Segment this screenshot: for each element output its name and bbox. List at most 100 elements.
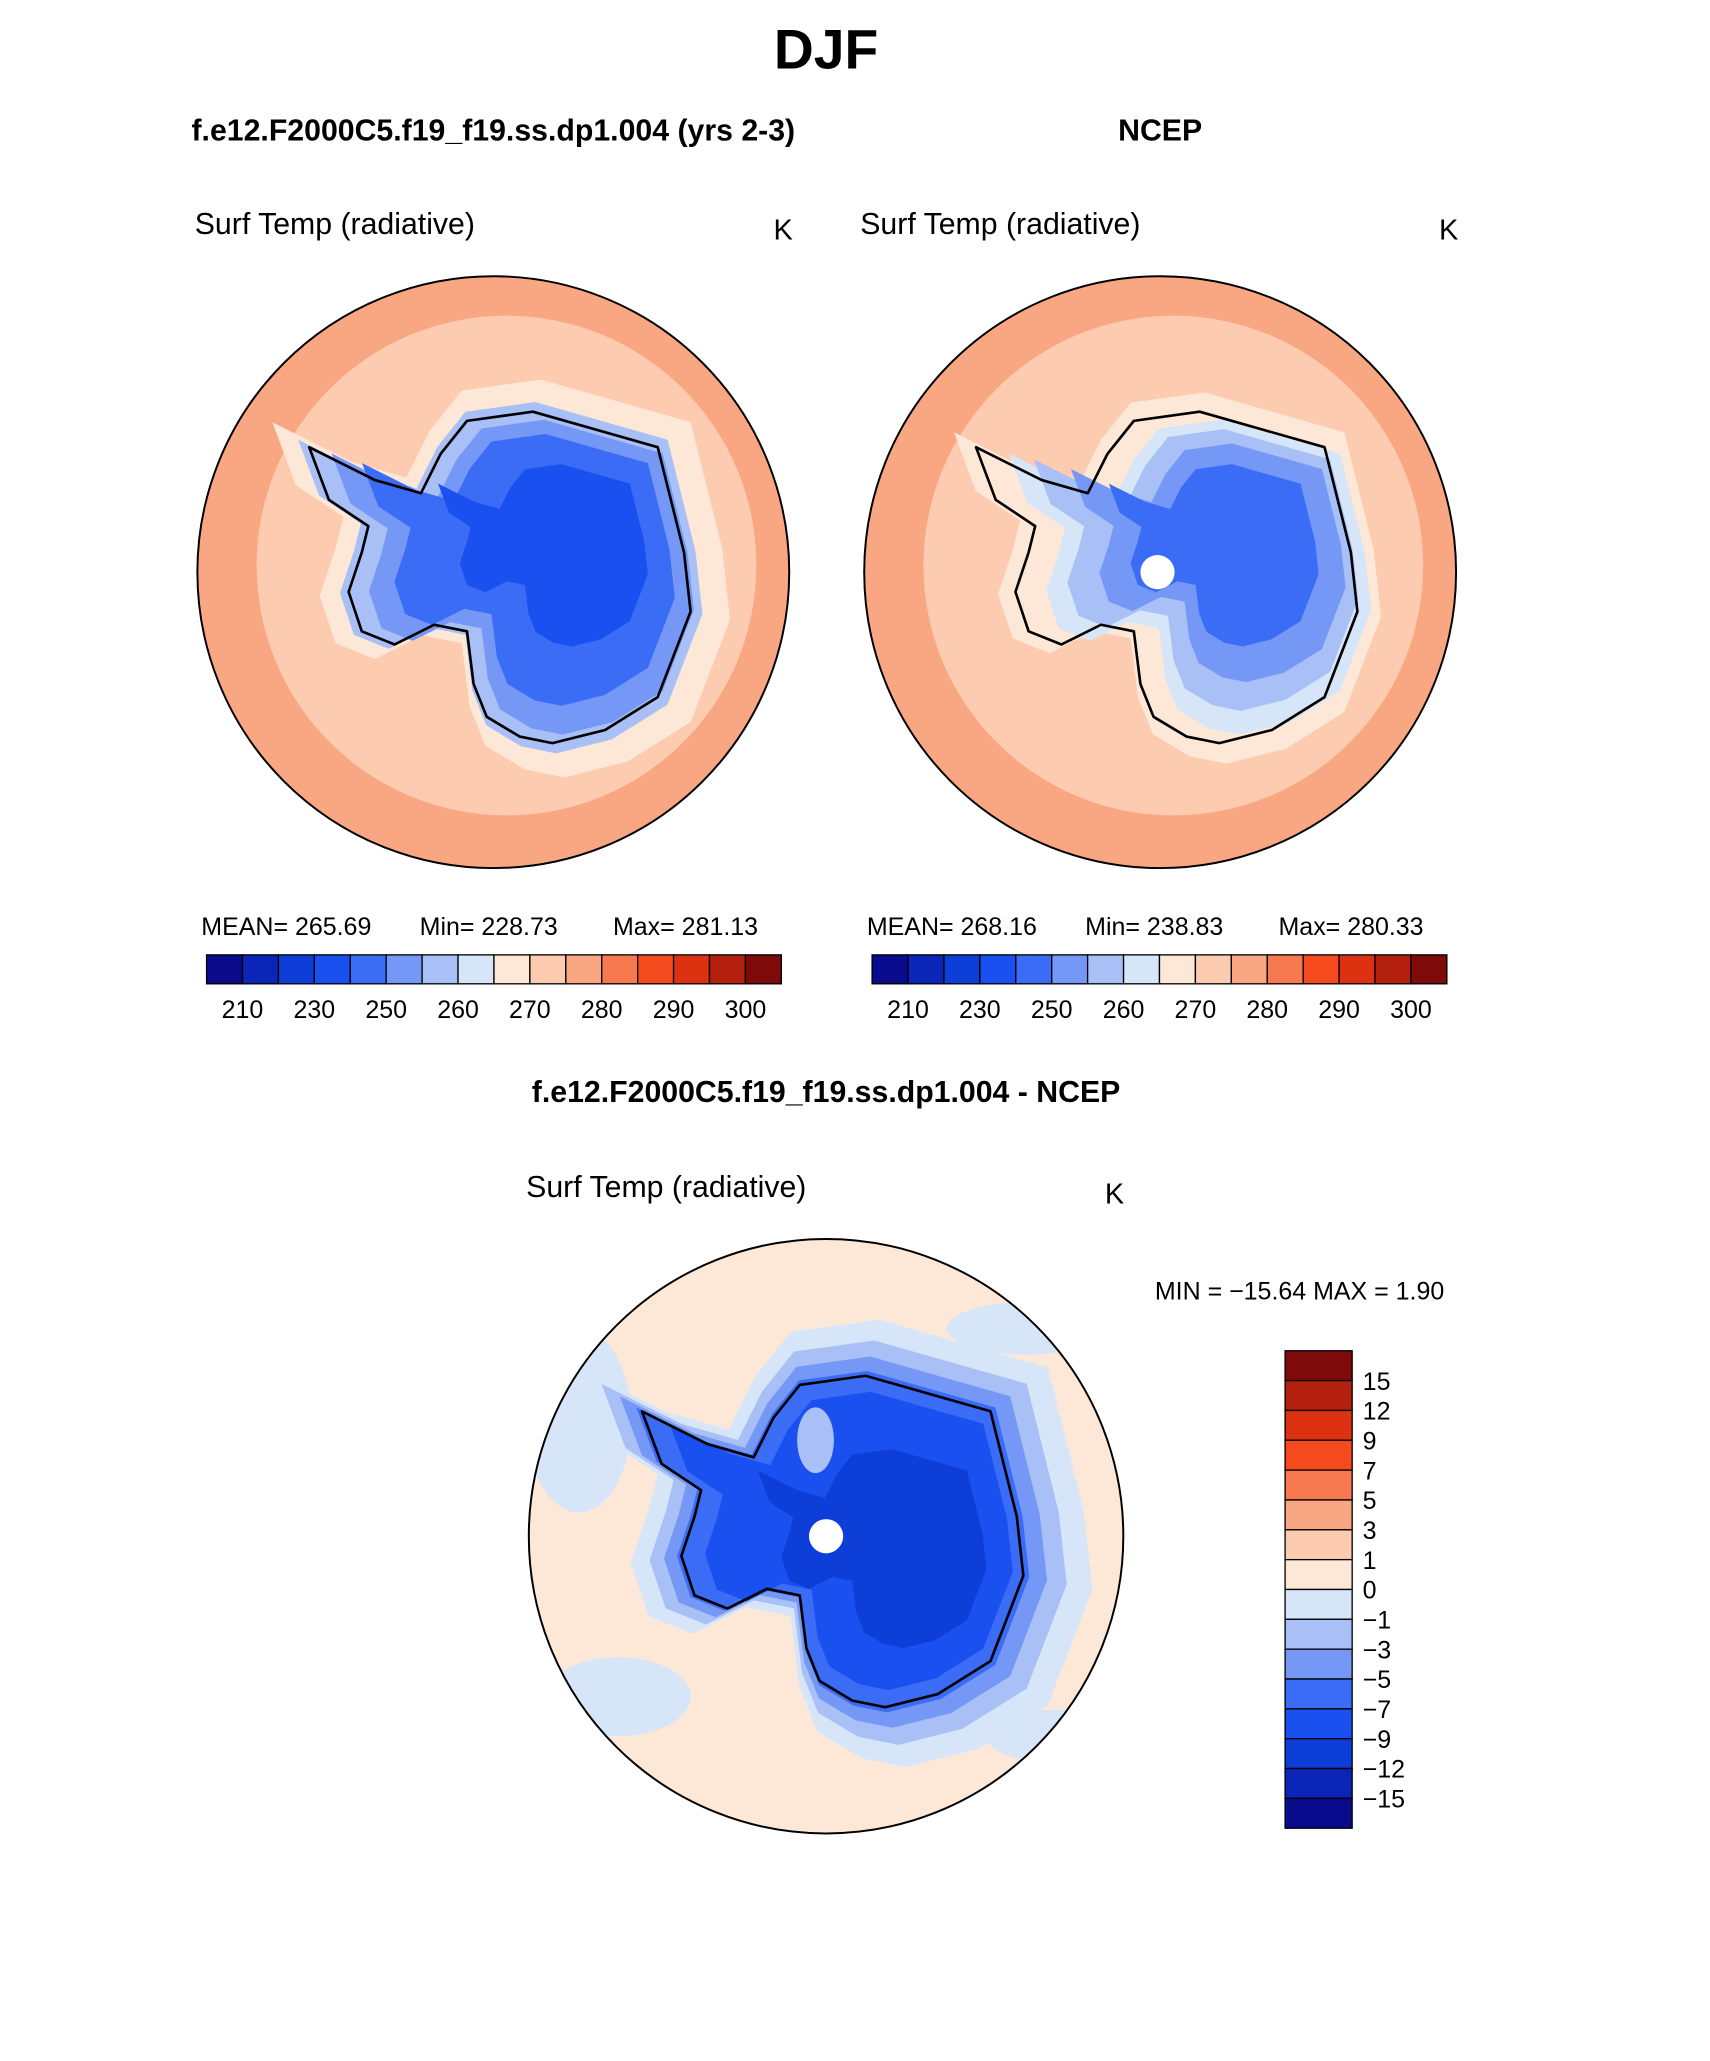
colorbar-box [601, 954, 639, 985]
colorbar-tick-label: 290 [653, 996, 695, 1024]
panel-stat: Max= 280.33 [1279, 913, 1424, 941]
panel-stat: MEAN= 268.16 [867, 913, 1037, 941]
colorbar-box [1194, 954, 1232, 985]
colorbar-box [1284, 1588, 1353, 1620]
colorbar-box [1284, 1648, 1353, 1680]
colorbar-tick-label: 260 [437, 996, 479, 1024]
colorbar-tick-label: −1 [1363, 1607, 1391, 1635]
panel-stat: Min= 228.73 [420, 913, 558, 941]
colorbar-box [1284, 1529, 1353, 1561]
colorbar-tick-label: −12 [1363, 1756, 1405, 1784]
map-border [196, 275, 791, 870]
colorbar-tick-label: 290 [1318, 996, 1360, 1024]
colorbar-box [1284, 1379, 1353, 1412]
map-border [863, 275, 1458, 870]
colorbar-box [205, 954, 244, 985]
colorbar-box [421, 954, 459, 985]
map-border [527, 1237, 1125, 1835]
panel-variable: Surf Temp (radiative) [860, 208, 1140, 241]
colorbar-tick-label: 9 [1363, 1427, 1377, 1455]
colorbar-box [1374, 954, 1412, 985]
panel-units: K [773, 214, 792, 246]
colorbar-box [1410, 954, 1448, 985]
colorbar-box [277, 954, 316, 985]
figure-title: DJF [774, 18, 878, 80]
colorbar-box [1230, 954, 1268, 985]
colorbar-box [1284, 1439, 1353, 1471]
colorbar-tick-label: 280 [581, 996, 623, 1024]
panel-case: f.e12.F2000C5.f19_f19.ss.dp1.004 - NCEP [532, 1076, 1121, 1109]
colorbar-box [744, 954, 783, 985]
colorbar-box [636, 954, 675, 985]
colorbar-tick-label: −15 [1363, 1786, 1405, 1814]
colorbar-tick-label: 3 [1363, 1517, 1377, 1545]
colorbar-box [565, 954, 603, 985]
colorbar-box [1284, 1618, 1353, 1650]
colorbar-box [241, 954, 280, 985]
colorbar-tick-label: −7 [1363, 1696, 1391, 1724]
colorbar-tick-label: 250 [365, 996, 407, 1024]
colorbar-box [1302, 954, 1340, 985]
colorbar-box [672, 954, 711, 985]
panel-case: f.e12.F2000C5.f19_f19.ss.dp1.004 (yrs 2-… [191, 115, 795, 148]
panel-units: K [1439, 214, 1458, 246]
missing-pole [808, 1519, 844, 1554]
colorbar-tick-label: −5 [1363, 1666, 1391, 1694]
colorbar-box [1284, 1558, 1353, 1591]
map [197, 276, 790, 869]
colorbar-tick-label: 1 [1363, 1547, 1377, 1575]
colorbar-tick-label: −9 [1363, 1726, 1391, 1754]
panel-stat: Max= 281.13 [613, 913, 758, 941]
colorbar-box [313, 954, 351, 985]
colorbar-tick-label: 230 [959, 996, 1001, 1024]
colorbar-tick-label: 210 [222, 996, 264, 1024]
colorbar-box [708, 954, 747, 985]
panel-units: K [1105, 1178, 1124, 1210]
colorbar-box [943, 954, 981, 985]
colorbar-box [1284, 1409, 1353, 1441]
colorbar-box [1284, 1678, 1353, 1710]
colorbar-box [1051, 954, 1089, 985]
missing-pole [1140, 555, 1175, 590]
panel-variable: Surf Temp (radiative) [526, 1171, 806, 1204]
contour [545, 1657, 691, 1737]
panel-stat: Min= 238.83 [1085, 913, 1223, 941]
colorbar-box [349, 954, 387, 985]
colorbar-box [1284, 1797, 1353, 1829]
colorbar-tick-label: 7 [1363, 1457, 1377, 1485]
colorbar-tick-label: 300 [725, 996, 767, 1024]
colorbar-box [493, 954, 531, 985]
colorbar-box [1284, 1767, 1353, 1800]
colorbar-box [907, 954, 945, 985]
colorbar-box [1338, 954, 1376, 985]
colorbar-tick-label: 260 [1103, 996, 1145, 1024]
colorbar-tick-label: 230 [294, 996, 336, 1024]
colorbar-box [979, 954, 1017, 985]
colorbar-tick-label: 12 [1363, 1398, 1391, 1426]
diff-stats: MIN = −15.64 MAX = 1.90 [1155, 1277, 1444, 1305]
contour [797, 1407, 834, 1474]
panel-case: NCEP [1118, 115, 1202, 148]
colorbar-tick-label: 270 [509, 996, 551, 1024]
colorbar-box [871, 954, 909, 985]
colorbar-tick-label: 210 [887, 996, 929, 1024]
colorbar-box [1284, 1350, 1353, 1382]
colorbar-box [1122, 954, 1161, 985]
colorbar-box [1284, 1469, 1353, 1501]
colorbar-box [1086, 954, 1125, 985]
map [864, 276, 1457, 869]
colorbar-tick-label: 270 [1175, 996, 1217, 1024]
map [528, 1238, 1124, 1834]
colorbar-tick-label: −3 [1363, 1636, 1391, 1664]
panel-variable: Surf Temp (radiative) [195, 208, 475, 241]
colorbar-box [385, 954, 423, 985]
colorbar-tick-label: 250 [1031, 996, 1073, 1024]
colorbar-box [1284, 1708, 1353, 1740]
panel-stat: MEAN= 265.69 [201, 913, 371, 941]
colorbar-box [1158, 954, 1197, 985]
colorbar-box [1284, 1499, 1353, 1531]
colorbar-box [1284, 1738, 1353, 1770]
colorbar-tick-label: 15 [1363, 1368, 1391, 1396]
